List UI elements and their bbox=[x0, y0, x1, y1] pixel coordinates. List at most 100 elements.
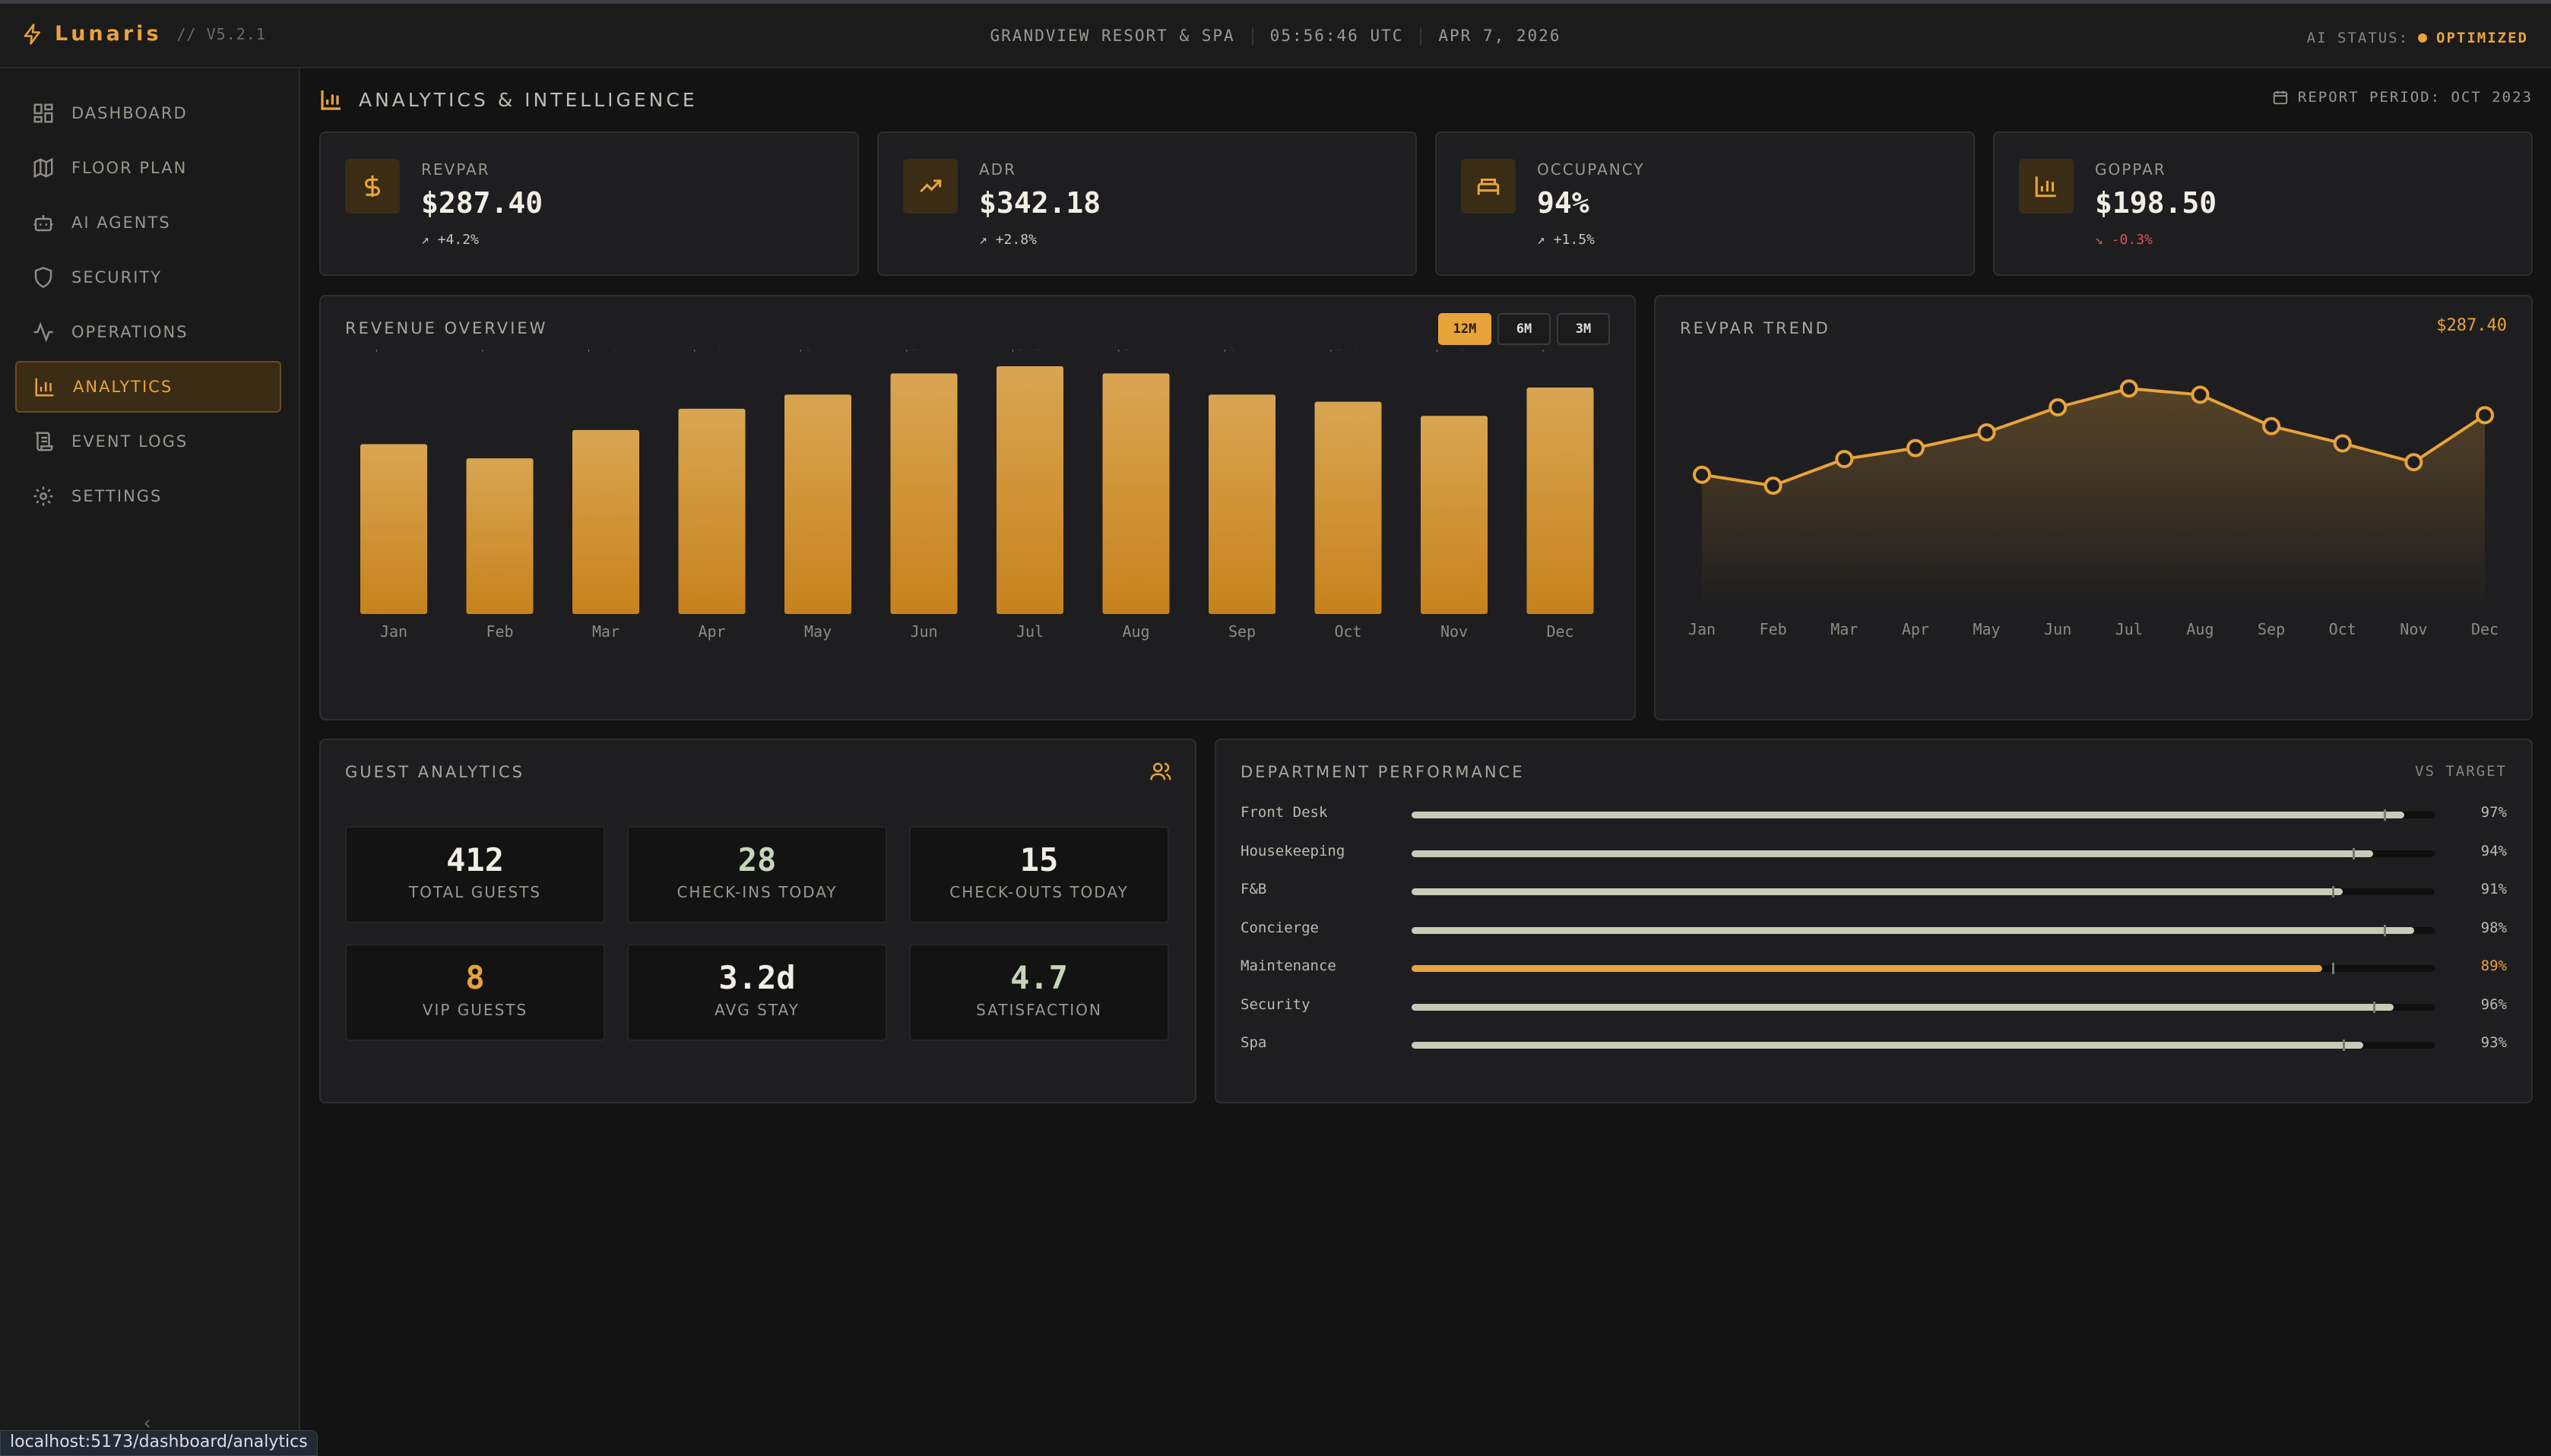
target-marker bbox=[2353, 847, 2356, 859]
kpi-card-revpar: REVPAR $287.40 ↗ +4.2% bbox=[319, 131, 859, 276]
target-marker bbox=[2373, 1001, 2376, 1013]
department-row: Maintenance 89% bbox=[1241, 954, 2507, 980]
sidebar-item-settings[interactable]: SETTINGS bbox=[15, 470, 281, 522]
revpar-line-chart: Jan Feb Mar Apr May Jun Jul Aug Sep Oct Nov Dec bbox=[1688, 379, 2499, 638]
kpi-label: GOPPAR bbox=[2095, 160, 2166, 179]
kpi-change: ↗ +2.8% bbox=[979, 232, 1037, 248]
range-3m-button[interactable]: 3M bbox=[1557, 313, 1610, 345]
sidebar-item-dashboard[interactable]: DASHBOARD bbox=[15, 87, 281, 139]
panel-title: GUEST ANALYTICS bbox=[345, 763, 524, 781]
trend-point bbox=[1977, 423, 1996, 442]
stat-label: AVG STAY bbox=[715, 1001, 800, 1019]
trend-point bbox=[1835, 450, 1854, 469]
arrow-up-right-icon: ↗ bbox=[421, 232, 438, 248]
revenue-bar bbox=[572, 429, 639, 614]
revenue-bar bbox=[360, 444, 427, 614]
stat-label: CHECK-OUTS TODAY bbox=[949, 883, 1129, 901]
department-percent: 96% bbox=[2480, 995, 2507, 1013]
sidebar-item-label: DASHBOARD bbox=[71, 104, 188, 122]
report-period[interactable]: REPORT PERIOD: OCT 2023 bbox=[2272, 89, 2533, 106]
sidebar-item-operations[interactable]: OPERATIONS bbox=[15, 306, 281, 358]
x-tick-label: Feb bbox=[1760, 620, 1787, 638]
sidebar-item-event-logs[interactable]: EVENT LOGS bbox=[15, 416, 281, 467]
progress-fill bbox=[1412, 812, 2404, 818]
department-percent: 94% bbox=[2480, 842, 2507, 859]
kpi-value: $287.40 bbox=[421, 186, 543, 220]
x-tick-label: Apr bbox=[1902, 620, 1929, 638]
bar-data-label: $3.4M bbox=[1114, 350, 1158, 353]
revenue-bar bbox=[784, 394, 851, 614]
bar-data-label: $2.6M bbox=[584, 350, 627, 353]
range-selector: 12M 6M 3M bbox=[1438, 313, 1610, 345]
department-name: Spa bbox=[1241, 1034, 1267, 1051]
x-tick-label: Oct bbox=[2329, 620, 2356, 638]
progress-track bbox=[1412, 963, 2435, 974]
sidebar-item-analytics[interactable]: ANALYTICS bbox=[15, 361, 281, 413]
department-row: Spa 93% bbox=[1241, 1031, 2507, 1057]
stat-tile-satisfaction: 4.7 SATISFACTION bbox=[909, 944, 1169, 1041]
kpi-value: $342.18 bbox=[979, 186, 1101, 220]
department-row: Security 96% bbox=[1241, 993, 2507, 1019]
sidebar-item-ai-agents[interactable]: AI AGENTS bbox=[15, 197, 281, 248]
guest-analytics-panel: GUEST ANALYTICS 412 TOTAL GUESTS 28 CHEC… bbox=[319, 739, 1196, 1103]
department-percent: 97% bbox=[2480, 804, 2507, 821]
department-row: Front Desk 97% bbox=[1241, 801, 2507, 827]
x-tick-label: Sep bbox=[1228, 622, 1256, 641]
kpi-card-occupancy: OCCUPANCY 94% ↗ +1.5% bbox=[1435, 131, 1975, 276]
users-icon[interactable] bbox=[1149, 760, 1172, 783]
sidebar-item-label: SETTINGS bbox=[71, 487, 163, 505]
x-tick-label: Jul bbox=[2115, 620, 2143, 638]
kpi-card-goppar: GOPPAR $198.50 ↘ -0.3% bbox=[1993, 131, 2533, 276]
arrow-down-right-icon: ↘ bbox=[2095, 232, 2112, 248]
bar-data-label: $2.8M bbox=[1432, 350, 1475, 353]
progress-track bbox=[1412, 847, 2435, 859]
trend-area bbox=[1702, 388, 2485, 608]
department-name: Security bbox=[1241, 995, 1310, 1013]
bar-data-label: $3.1M bbox=[1220, 350, 1263, 353]
gear-icon bbox=[33, 486, 53, 506]
stat-label: SATISFACTION bbox=[976, 1001, 1102, 1019]
divider bbox=[1251, 27, 1253, 46]
ai-status-value: OPTIMIZED bbox=[2436, 30, 2528, 46]
stat-tile-check-ins: 28 CHECK-INS TODAY bbox=[627, 826, 887, 923]
brand[interactable]: Lunaris // V5.2.1 bbox=[21, 22, 266, 46]
dashboard-icon bbox=[33, 103, 53, 123]
divider bbox=[1420, 27, 1422, 46]
stat-value: 412 bbox=[446, 841, 504, 878]
sidebar-item-floor-plan[interactable]: FLOOR PLAN bbox=[15, 142, 281, 194]
x-tick-label: Mar bbox=[1830, 620, 1858, 638]
progress-track bbox=[1412, 924, 2435, 936]
trend-point bbox=[2333, 434, 2352, 453]
x-tick-label: Jun bbox=[2044, 620, 2071, 638]
x-tick-label: Aug bbox=[1122, 622, 1149, 641]
trend-point bbox=[2476, 406, 2494, 425]
revenue-bar bbox=[1421, 416, 1488, 614]
clock: 05:56:46 UTC bbox=[1269, 27, 1404, 45]
trend-point bbox=[2262, 416, 2281, 435]
x-tick-label: Nov bbox=[2400, 620, 2427, 638]
panel-title: REVENUE OVERVIEW bbox=[345, 319, 548, 337]
x-tick-label: Apr bbox=[698, 622, 725, 641]
department-performance-panel: DEPARTMENT PERFORMANCE VS TARGET Front D… bbox=[1215, 739, 2533, 1103]
range-6m-button[interactable]: 6M bbox=[1497, 313, 1551, 345]
target-marker bbox=[2332, 886, 2335, 897]
department-row: F&B 91% bbox=[1241, 878, 2507, 904]
kpi-change: ↘ -0.3% bbox=[2095, 232, 2153, 248]
trend-point bbox=[2404, 453, 2423, 472]
revenue-bar bbox=[678, 408, 746, 614]
bar-data-label: $2.2M bbox=[478, 350, 521, 353]
x-tick-label: Nov bbox=[1440, 622, 1468, 641]
revenue-bar bbox=[890, 373, 958, 614]
sidebar-item-security[interactable]: SECURITY bbox=[15, 252, 281, 303]
revenue-overview-panel: REVENUE OVERVIEW 12M 6M 3M $2.4M Jan $2.2M… bbox=[319, 295, 1636, 720]
range-12m-button[interactable]: 12M bbox=[1438, 313, 1491, 345]
page-title-text: ANALYTICS & INTELLIGENCE bbox=[359, 88, 698, 111]
stat-value: 8 bbox=[465, 959, 485, 996]
property-name: GRANDVIEW RESORT & SPA bbox=[990, 27, 1235, 45]
activity-icon bbox=[33, 321, 53, 343]
shield-icon bbox=[34, 267, 52, 288]
revenue-bar bbox=[997, 366, 1063, 614]
collapse-sidebar-button[interactable]: ‹ bbox=[141, 1412, 154, 1435]
bot-icon bbox=[33, 215, 53, 232]
status-url: localhost:5173/dashboard/analytics bbox=[0, 1430, 318, 1456]
